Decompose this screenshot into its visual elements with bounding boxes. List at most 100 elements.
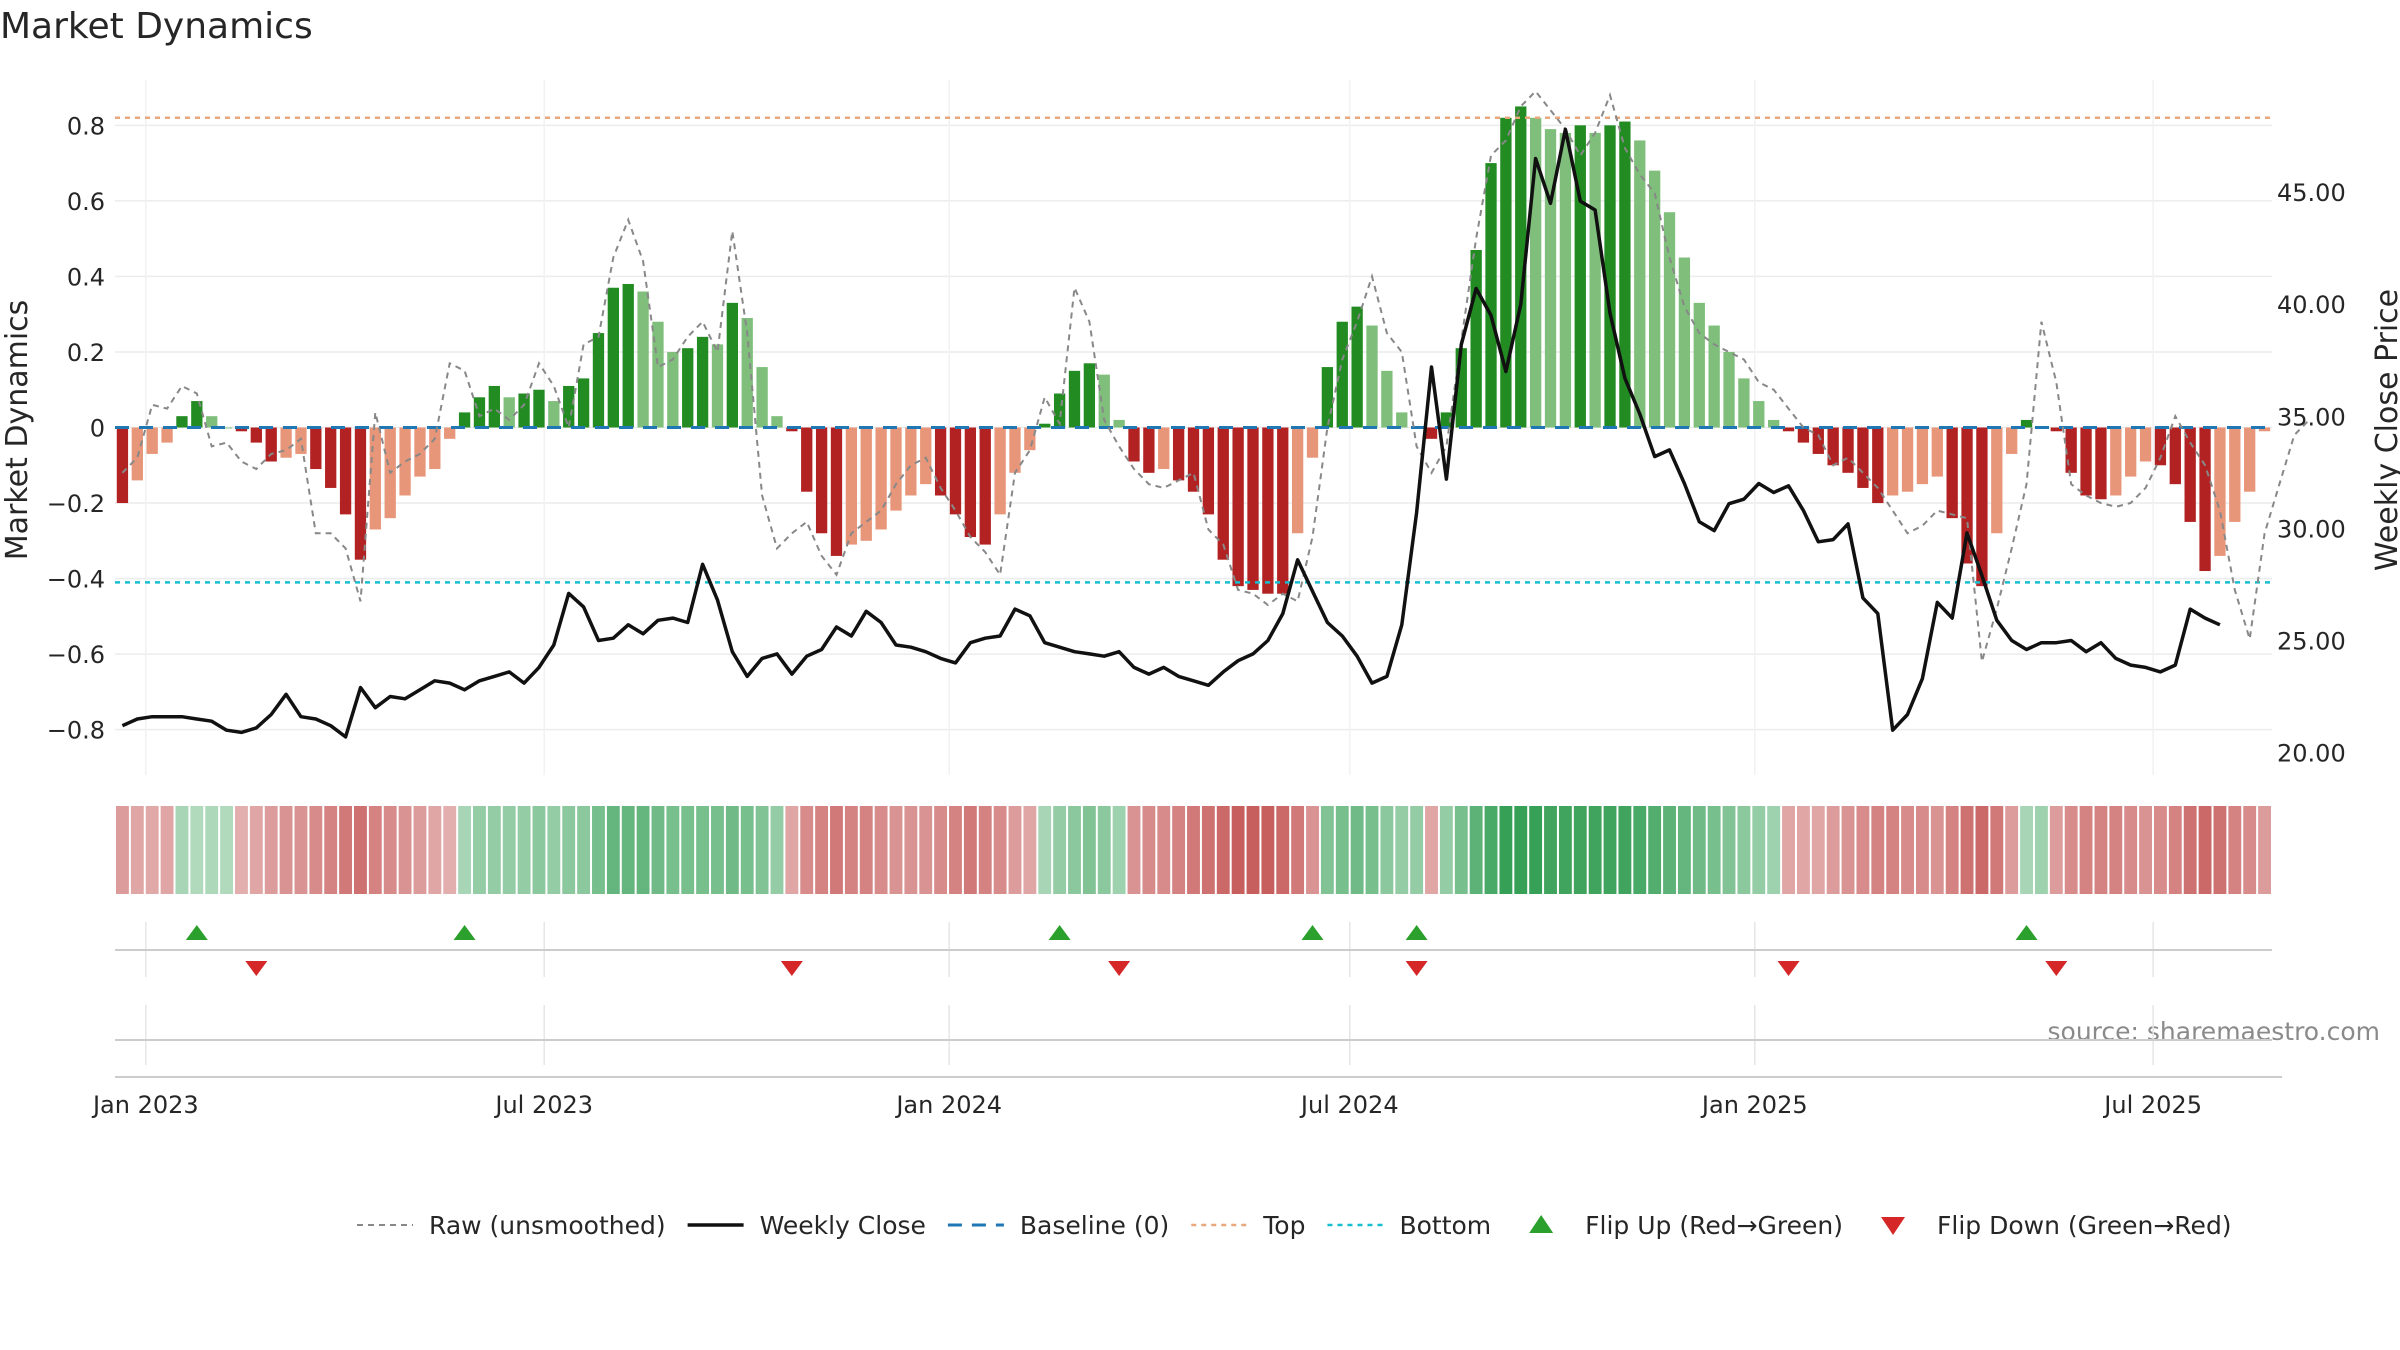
- dynamics-bar: [1158, 427, 1170, 470]
- heat-cell: [666, 806, 680, 894]
- dynamics-bar: [548, 401, 560, 428]
- heat-cell: [190, 806, 204, 894]
- dynamics-bar: [1291, 427, 1304, 534]
- heat-cell: [2049, 806, 2063, 894]
- heat-cell: [770, 806, 784, 894]
- dynamics-bar: [696, 336, 709, 428]
- flip-up-marker: [453, 925, 476, 940]
- dynamics-bar: [1381, 370, 1393, 428]
- heat-cell: [1737, 806, 1751, 894]
- dynamics-bar: [652, 321, 664, 428]
- heat-cell: [1841, 806, 1855, 894]
- heat-cell: [1068, 806, 1081, 894]
- y-axis-label: Market Dynamics: [0, 300, 35, 561]
- y2-axis-label: Weekly Close Price: [2370, 289, 2400, 571]
- dynamics-bar: [206, 416, 218, 428]
- heat-cell: [220, 806, 234, 894]
- dynamics-bar: [934, 427, 947, 496]
- dynamics-bar: [399, 427, 411, 496]
- heat-cell: [785, 806, 799, 894]
- dynamics-bar: [533, 389, 545, 428]
- dynamics-bar: [220, 427, 233, 429]
- heat-cell: [2034, 806, 2048, 894]
- heat-cell: [1216, 806, 1230, 894]
- heat-cell: [1648, 806, 1662, 894]
- heat-cell: [1246, 806, 1260, 894]
- dynamics-bar: [1768, 419, 1780, 428]
- heat-cell: [1767, 806, 1781, 894]
- heat-cell: [235, 806, 248, 894]
- flip-up-marker: [1048, 925, 1071, 940]
- dynamics-bar: [131, 427, 143, 481]
- dynamics-bar: [1812, 427, 1824, 454]
- dynamics-bar: [1232, 427, 1244, 587]
- raw-series-line: [121, 89, 2310, 662]
- heat-cell: [1558, 806, 1572, 894]
- dynamics-bar: [1544, 129, 1557, 428]
- heat-cell: [1350, 806, 1364, 894]
- dynamics-bar: [250, 427, 262, 443]
- dynamics-bar: [2080, 427, 2092, 496]
- heat-cell: [2139, 806, 2152, 894]
- weekly-close-line: [121, 127, 2221, 739]
- heat-cell: [2228, 806, 2242, 894]
- heat-cell: [1752, 806, 1766, 894]
- dynamics-bar: [905, 427, 917, 496]
- dynamics-bar: [1916, 427, 1929, 485]
- dynamics-bar: [235, 427, 248, 432]
- heat-cell: [116, 806, 129, 894]
- dynamics-bar: [1113, 419, 1125, 428]
- dynamics-bar: [637, 291, 649, 428]
- heat-cell: [2168, 806, 2182, 894]
- y2-tick-label: 30.00: [2277, 515, 2346, 543]
- heat-cell: [562, 806, 576, 894]
- heat-cell: [279, 806, 293, 894]
- dynamics-bar: [860, 427, 872, 541]
- heat-cell: [1410, 806, 1424, 894]
- heat-cell: [1915, 806, 1929, 894]
- dynamics-bar: [1708, 325, 1720, 428]
- heat-cell: [428, 806, 442, 894]
- heat-cell: [1008, 806, 1022, 894]
- dynamics-bar: [1351, 306, 1363, 428]
- dynamics-bar: [979, 427, 991, 545]
- heat-cell: [2243, 806, 2257, 894]
- heat-cell: [1618, 806, 1632, 894]
- heat-cell: [1276, 806, 1290, 894]
- x-tick-label: Jul 2023: [493, 1091, 593, 1119]
- heat-cell: [1142, 806, 1156, 894]
- dynamics-bar: [1485, 163, 1497, 428]
- dynamics-bar: [2258, 427, 2271, 432]
- heat-cell: [2183, 806, 2197, 894]
- heat-cell: [993, 806, 1007, 894]
- chart-title: Market Dynamics: [0, 6, 313, 47]
- dynamics-bar: [1574, 125, 1586, 428]
- heat-cell: [368, 806, 382, 894]
- heat-cell: [1306, 806, 1319, 894]
- heat-cell: [592, 806, 605, 894]
- dynamics-bar: [1455, 348, 1467, 428]
- dynamics-bar: [1009, 427, 1021, 473]
- heat-cell: [1722, 806, 1736, 894]
- dynamics-bar: [1306, 427, 1319, 458]
- heat-cell: [2109, 806, 2123, 894]
- heat-cell: [1782, 806, 1795, 894]
- dynamics-bar: [2169, 427, 2181, 485]
- dynamics-bar: [2006, 427, 2018, 454]
- heat-cell: [1172, 806, 1186, 894]
- dynamics-bar: [830, 427, 843, 556]
- dynamics-bar: [1425, 427, 1438, 439]
- x-tick-label: Jan 2025: [1700, 1091, 1808, 1119]
- dynamics-bar: [176, 416, 188, 428]
- dynamics-bar: [310, 427, 322, 470]
- heat-cell: [1201, 806, 1215, 894]
- heat-cell: [874, 806, 888, 894]
- legend-flip-down-swatch: [1881, 1217, 1906, 1235]
- flip-markers: [185, 925, 2068, 976]
- heat-cell: [398, 806, 412, 894]
- dynamics-bar: [1128, 427, 1140, 462]
- dynamics-bar: [444, 427, 456, 439]
- heat-cell: [458, 806, 472, 894]
- dynamics-bar: [1797, 427, 1810, 443]
- legend-label: Raw (unsmoothed): [429, 1211, 666, 1240]
